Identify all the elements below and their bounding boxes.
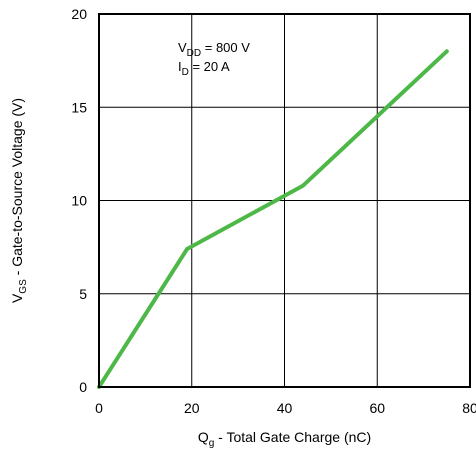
series-layer xyxy=(97,49,449,389)
series-line xyxy=(97,49,449,389)
plot-frame xyxy=(98,13,471,388)
y-tick-label: 5 xyxy=(79,286,87,302)
x-tick-label: 20 xyxy=(184,400,200,416)
y-tick-label: 0 xyxy=(79,379,87,395)
chart-annotations: VDD = 800 V ID = 20 A xyxy=(178,40,250,78)
x-tick-label: 80 xyxy=(462,400,476,416)
grid-lines xyxy=(99,14,470,387)
y-tick-label: 10 xyxy=(71,193,87,209)
x-axis-label: Qg - Total Gate Charge (nC) xyxy=(198,429,371,449)
y-tick-label: 20 xyxy=(71,6,87,22)
x-tick-label: 0 xyxy=(95,400,103,416)
y-tick-labels: 0 5 10 15 20 xyxy=(71,6,87,395)
y-axis-label: VGS - Gate-to-Source Voltage (V) xyxy=(9,98,29,303)
y-tick-label: 15 xyxy=(71,99,87,115)
x-tick-label: 60 xyxy=(369,400,385,416)
annotation-id: ID = 20 A xyxy=(178,59,230,78)
annotation-vdd: VDD = 800 V xyxy=(178,40,250,59)
x-tick-labels: 0 20 40 60 80 xyxy=(95,400,476,416)
x-tick-label: 40 xyxy=(277,400,293,416)
